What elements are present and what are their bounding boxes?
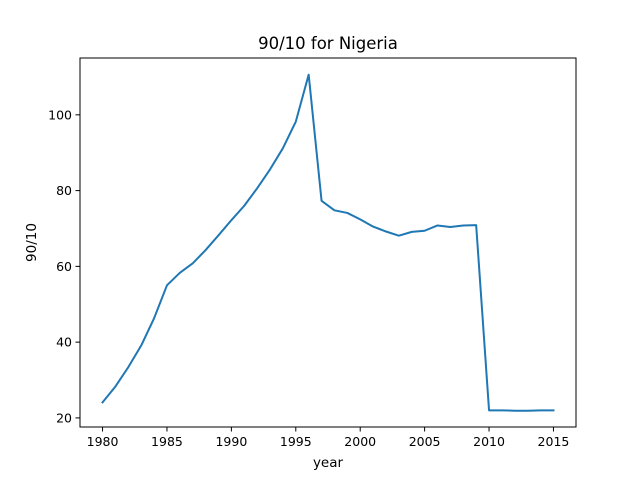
y-tick-label: 20 — [56, 410, 72, 425]
y-tick-label: 100 — [48, 107, 72, 122]
series-line — [101, 73, 555, 412]
x-tick-label: 2015 — [538, 434, 570, 449]
x-tick-label: 2000 — [344, 434, 376, 449]
x-tick-label: 1995 — [280, 434, 312, 449]
x-tick-label: 1985 — [151, 434, 183, 449]
chart-title: 90/10 for Nigeria — [258, 34, 398, 53]
y-tick-label: 40 — [56, 335, 72, 350]
x-tick-label: 1980 — [87, 434, 119, 449]
y-axis-label: 90/10 — [24, 223, 40, 262]
plot-area — [101, 73, 555, 412]
x-tick-label: 2005 — [409, 434, 441, 449]
y-tick-label: 60 — [56, 259, 72, 274]
y-tick-label: 80 — [56, 183, 72, 198]
x-axis: 1980 1985 1990 1995 2000 2005 2010 2015 — [87, 427, 570, 449]
y-axis: 20 40 60 80 100 — [48, 107, 80, 425]
x-axis-label: year — [313, 455, 344, 471]
x-tick-label: 2010 — [473, 434, 505, 449]
plot-frame — [79, 57, 577, 428]
x-tick-label: 1990 — [215, 434, 247, 449]
